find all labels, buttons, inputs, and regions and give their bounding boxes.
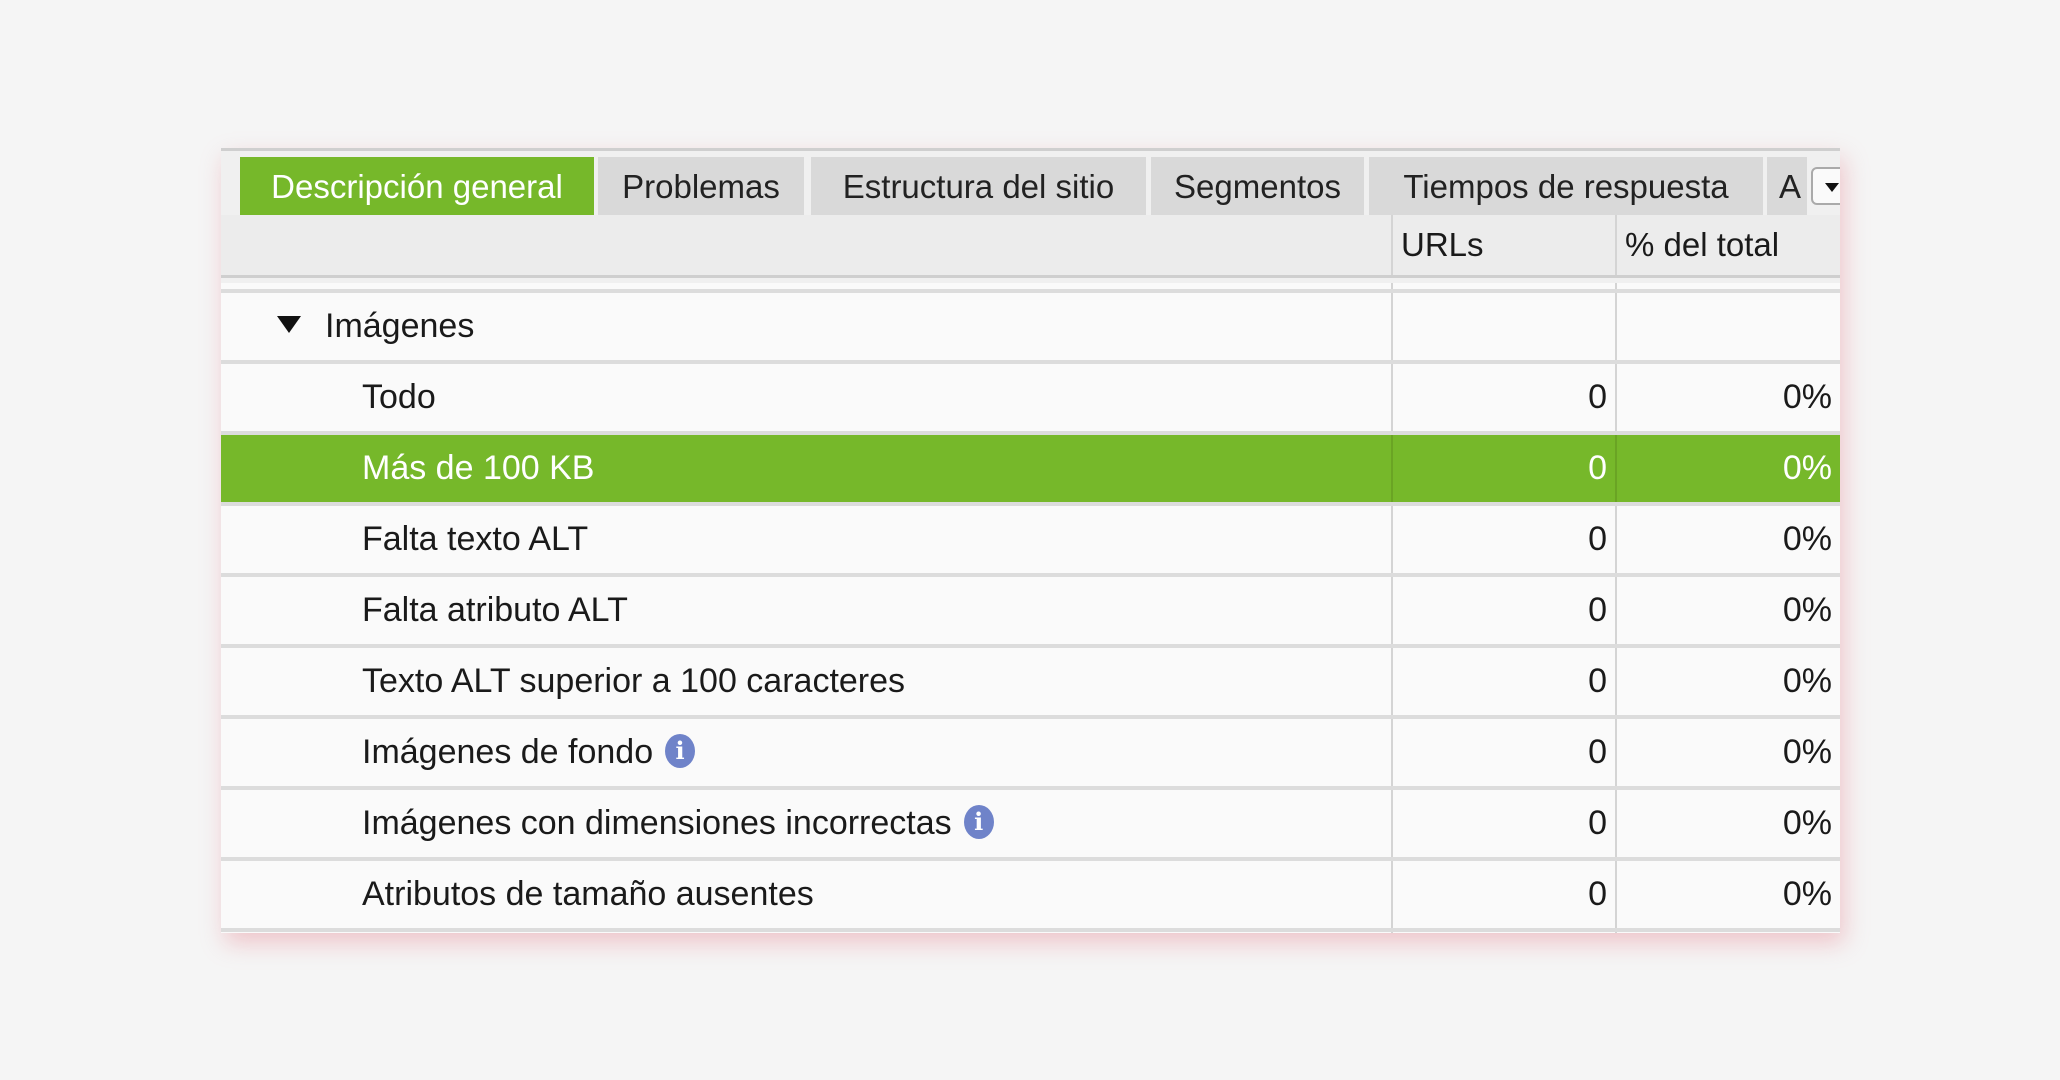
tab-estructura-del-sitio[interactable]: Estructura del sitio	[811, 157, 1146, 215]
column-header-pct[interactable]: % del total	[1615, 215, 1840, 275]
tab-problemas[interactable]: Problemas	[598, 157, 804, 215]
group-label: Imágenes	[325, 307, 475, 345]
row-label: Texto ALT superior a 100 caracteres	[362, 662, 906, 700]
table-row[interactable]: Atributos de tamaño ausentes 0 0%	[221, 861, 1840, 932]
table-body: Imágenes Todo 0 0% Más de 100 KB 0 0% Fa…	[221, 283, 1840, 933]
row-pct: 0%	[1615, 648, 1840, 715]
row-urls: 0	[1391, 790, 1615, 857]
row-urls: 0	[1391, 648, 1615, 715]
info-icon[interactable]: i	[963, 805, 994, 840]
row-pct: 0%	[1615, 506, 1840, 573]
tab-descripcion-general[interactable]: Descripción general	[240, 157, 594, 215]
row-label: Más de 100 KB	[362, 449, 595, 487]
table-row[interactable]: Falta atributo ALT 0 0%	[221, 577, 1840, 648]
tab-tiempos-de-respuesta[interactable]: Tiempos de respuesta	[1369, 157, 1763, 215]
tab-segmentos[interactable]: Segmentos	[1151, 157, 1364, 215]
row-pct: 0%	[1615, 790, 1840, 857]
row-label: Todo	[362, 378, 436, 416]
row-label: Imágenes con dimensiones incorrectas	[362, 804, 952, 842]
row-pct: 0%	[1615, 719, 1840, 786]
table-row[interactable]: Imágenes de fondo i 0 0%	[221, 719, 1840, 790]
tab-bar: Descripción general Problemas Estructura…	[221, 157, 1840, 215]
table-row[interactable]: Todo 0 0%	[221, 364, 1840, 435]
table-row[interactable]: Más de 100 KB 0 0%	[221, 435, 1840, 506]
tab-truncated[interactable]: A	[1767, 157, 1807, 215]
row-urls: 0	[1391, 577, 1615, 644]
row-pct: 0%	[1615, 577, 1840, 644]
row-urls: 0	[1391, 364, 1615, 431]
collapse-triangle-icon[interactable]	[277, 315, 301, 333]
table-row[interactable]: Imágenes con dimensiones incorrectas i 0 …	[221, 790, 1840, 861]
row-pct: 0%	[1615, 435, 1840, 502]
row-label: Falta texto ALT	[362, 520, 589, 558]
tab-overflow-dropdown-icon[interactable]	[1811, 167, 1840, 205]
row-spacer	[221, 932, 1840, 933]
row-label: Falta atributo ALT	[362, 591, 628, 629]
group-row-imagenes[interactable]: Imágenes	[221, 293, 1840, 364]
row-urls: 0	[1391, 506, 1615, 573]
row-urls: 0	[1391, 861, 1615, 928]
row-label: Imágenes de fondo	[362, 733, 654, 771]
row-label: Atributos de tamaño ausentes	[362, 875, 814, 913]
column-header-urls[interactable]: URLs	[1391, 215, 1615, 275]
table-header: URLs % del total	[221, 215, 1840, 278]
overview-panel: Descripción general Problemas Estructura…	[221, 148, 1840, 933]
info-icon[interactable]: i	[665, 734, 696, 769]
row-pct: 0%	[1615, 861, 1840, 928]
row-urls: 0	[1391, 435, 1615, 502]
row-urls: 0	[1391, 719, 1615, 786]
row-pct: 0%	[1615, 364, 1840, 431]
row-spacer	[221, 283, 1840, 293]
table-row[interactable]: Texto ALT superior a 100 caracteres 0 0%	[221, 648, 1840, 719]
table-row[interactable]: Falta texto ALT 0 0%	[221, 506, 1840, 577]
